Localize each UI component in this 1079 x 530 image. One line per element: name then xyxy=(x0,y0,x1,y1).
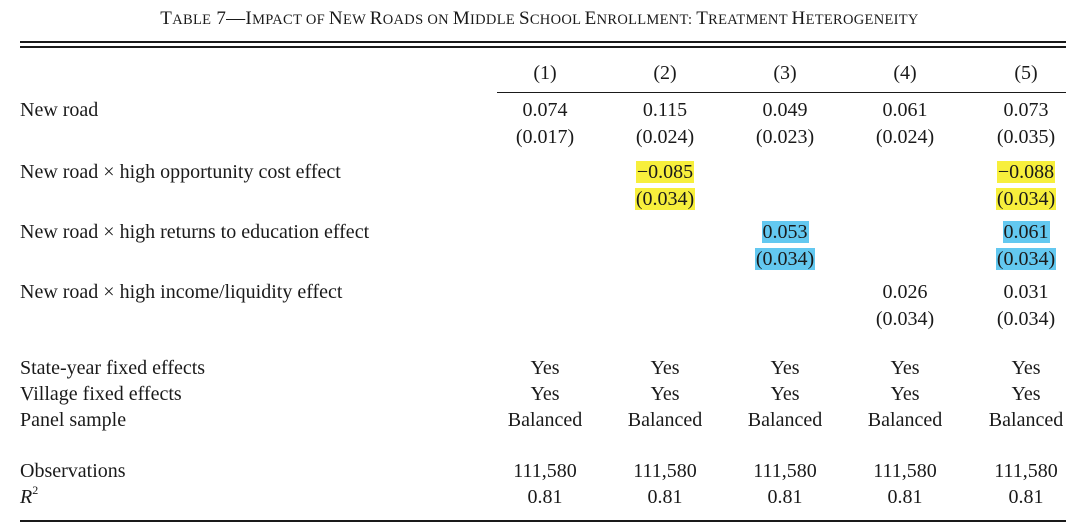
coef-cell: 0.074 xyxy=(522,99,568,121)
se-cell: (0.034) xyxy=(996,308,1056,330)
header-rule xyxy=(497,92,1066,93)
coef-cell: 0.061 xyxy=(882,99,928,121)
highlighted-value: (0.034) xyxy=(995,248,1057,270)
highlighted-value: (0.034) xyxy=(634,188,696,210)
row-label-returns: New road × high returns to education eff… xyxy=(20,221,370,243)
row-label-opp-cost: New road × high opportunity cost effect xyxy=(20,161,341,183)
title-prefix-large: T xyxy=(160,8,173,29)
title-word-rest: REATMENT xyxy=(708,12,792,28)
bottom-rule xyxy=(20,520,1066,522)
observations-cell: 111,580 xyxy=(753,460,817,482)
r2-cell: 0.81 xyxy=(767,486,803,508)
row-label-new-road: New road xyxy=(20,99,99,121)
highlighted-value: −0.085 xyxy=(635,161,695,183)
top-rule-2 xyxy=(20,46,1066,48)
control-cell: Balanced xyxy=(867,409,943,431)
row-label-r2: R2 xyxy=(20,483,39,508)
control-cell: Yes xyxy=(1011,383,1041,405)
title-word-initial: E xyxy=(584,8,597,29)
title-word-rest: OADS ON xyxy=(382,12,453,28)
row-label-income: New road × high income/liquidity effect xyxy=(20,281,343,303)
observations-cell: 111,580 xyxy=(633,460,697,482)
se-cell: (0.034) xyxy=(615,188,715,211)
coef-cell: 0.053 xyxy=(735,221,835,244)
observations-cell: 111,580 xyxy=(873,460,937,482)
highlighted-value: (0.034) xyxy=(754,248,816,270)
coef-cell: −0.085 xyxy=(615,161,715,184)
control-cell: Balanced xyxy=(627,409,703,431)
se-cell: (0.034) xyxy=(976,188,1076,211)
control-cell: Yes xyxy=(770,383,800,405)
highlighted-value: 0.053 xyxy=(761,221,809,243)
title-word-rest: CHOOL xyxy=(529,12,585,28)
row-label-village: Village fixed effects xyxy=(20,383,182,405)
control-cell: Yes xyxy=(890,357,920,379)
title-word-initial: N xyxy=(328,8,343,29)
r2-cell: 0.81 xyxy=(887,486,923,508)
column-header: (5) xyxy=(1014,62,1038,84)
se-cell: (0.035) xyxy=(996,126,1056,148)
se-cell: (0.034) xyxy=(735,248,835,271)
control-cell: Balanced xyxy=(988,409,1064,431)
highlighted-value: (0.034) xyxy=(995,188,1057,210)
se-cell: (0.034) xyxy=(976,248,1076,271)
control-cell: Yes xyxy=(530,383,560,405)
coef-cell: 0.115 xyxy=(642,99,688,121)
control-cell: Yes xyxy=(530,357,560,379)
control-cell: Yes xyxy=(650,383,680,405)
se-cell: (0.024) xyxy=(635,126,695,148)
title-word-rest: ETEROGENEITY xyxy=(805,12,919,28)
control-cell: Balanced xyxy=(507,409,583,431)
column-header: (1) xyxy=(533,62,557,84)
column-header: (4) xyxy=(893,62,917,84)
observations-cell: 111,580 xyxy=(513,460,577,482)
title-word-rest: NROLLMENT: xyxy=(596,12,697,28)
se-cell: (0.023) xyxy=(755,126,815,148)
r2-cell: 0.81 xyxy=(647,486,683,508)
title-word-initial: M xyxy=(452,8,471,29)
control-cell: Yes xyxy=(890,383,920,405)
top-rule-1 xyxy=(20,41,1066,43)
title-word-rest: IDDLE xyxy=(470,12,519,28)
coef-cell: 0.026 xyxy=(882,281,928,303)
title-word-initial: R xyxy=(369,8,383,29)
title-word-initial: S xyxy=(518,8,530,29)
coef-cell: −0.088 xyxy=(976,161,1076,184)
control-cell: Yes xyxy=(650,357,680,379)
observations-cell: 111,580 xyxy=(994,460,1058,482)
se-cell: (0.017) xyxy=(515,126,575,148)
title-words: IMPACT OF NEW ROADS ON MIDDLE SCHOOL ENR… xyxy=(245,8,918,29)
control-cell: Yes xyxy=(1011,357,1041,379)
title-number: 7— xyxy=(211,8,246,29)
highlighted-value: 0.061 xyxy=(1002,221,1050,243)
row-label-state-year: State-year fixed effects xyxy=(20,357,206,379)
title-word-initial: I xyxy=(245,8,253,29)
r2-cell: 0.81 xyxy=(527,486,563,508)
coef-cell: 0.073 xyxy=(1003,99,1049,121)
column-header: (2) xyxy=(653,62,677,84)
se-cell: (0.024) xyxy=(875,126,935,148)
se-cell: (0.034) xyxy=(875,308,935,330)
title-word-initial: T xyxy=(696,8,709,29)
column-header: (3) xyxy=(773,62,797,84)
coef-cell: 0.031 xyxy=(1003,281,1049,303)
coef-cell: 0.061 xyxy=(976,221,1076,244)
control-cell: Yes xyxy=(770,357,800,379)
r2-cell: 0.81 xyxy=(1008,486,1044,508)
table-title: TABLE 7—IMPACT OF NEW ROADS ON MIDDLE SC… xyxy=(0,8,1079,30)
title-word-rest: EW xyxy=(342,12,370,28)
title-word-rest: MPACT OF xyxy=(252,12,329,28)
title-prefix-small: ABLE xyxy=(172,12,212,28)
control-cell: Balanced xyxy=(747,409,823,431)
title-word-initial: H xyxy=(791,8,806,29)
coef-cell: 0.049 xyxy=(762,99,808,121)
row-label-observations: Observations xyxy=(20,460,126,482)
highlighted-value: −0.088 xyxy=(996,161,1056,183)
row-label-panel: Panel sample xyxy=(20,409,127,431)
